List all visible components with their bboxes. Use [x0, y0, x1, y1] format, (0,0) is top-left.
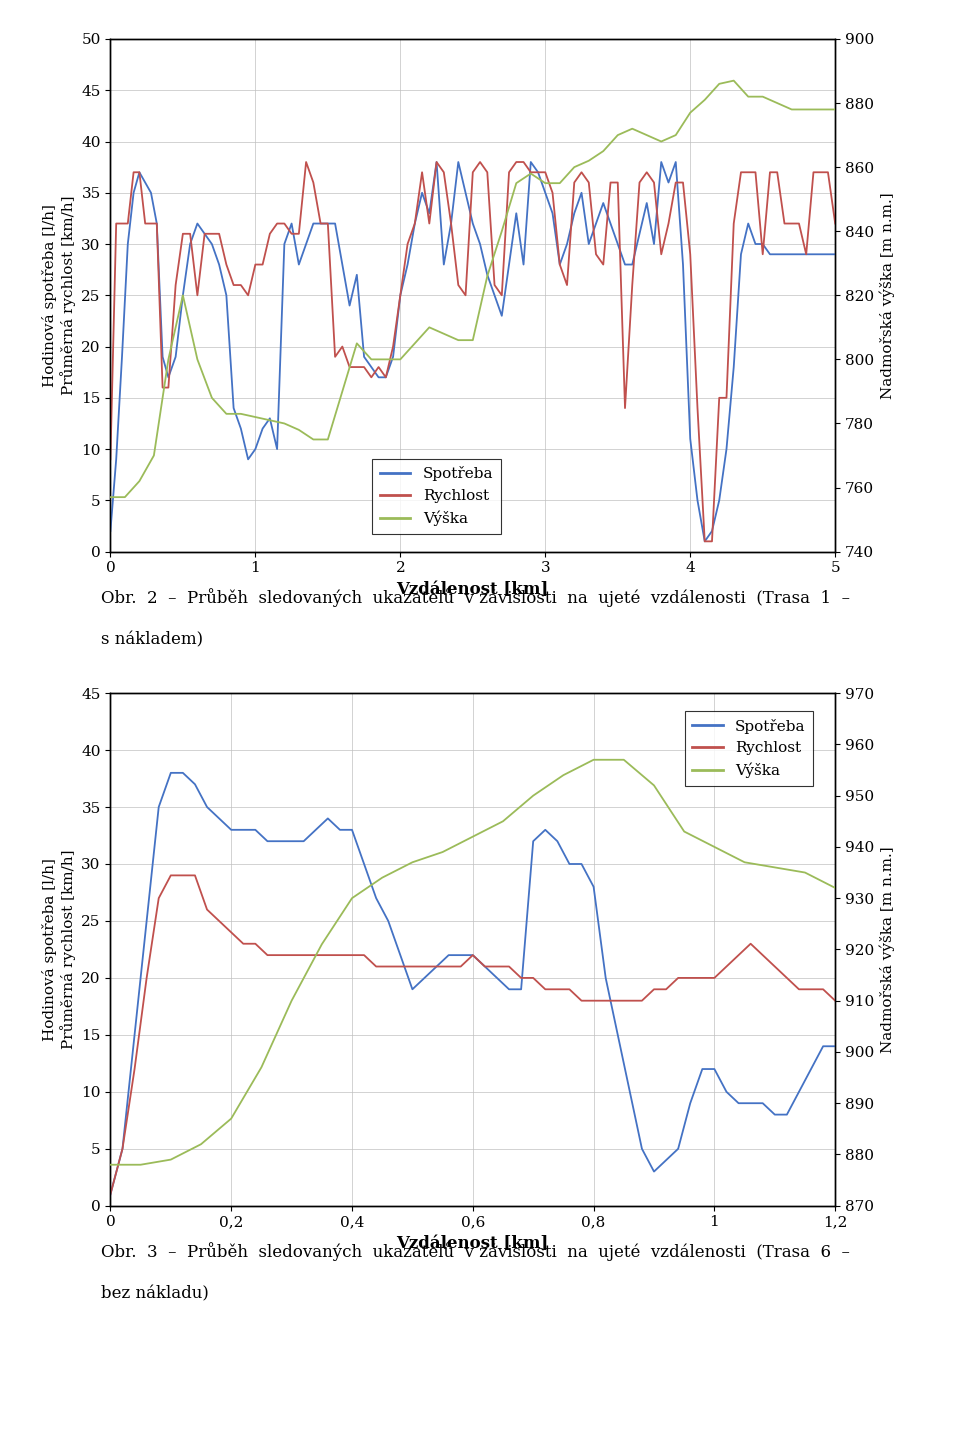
Y-axis label: Hodinová spotřeba [l/h]
Průměrná rychlost [km/h]: Hodinová spotřeba [l/h] Průměrná rychlos… [42, 849, 76, 1050]
Text: bez nákladu): bez nákladu) [101, 1285, 208, 1302]
X-axis label: Vzdálenost [km]: Vzdálenost [km] [396, 580, 549, 598]
Y-axis label: Nadmořská výška [m n.m.]: Nadmořská výška [m n.m.] [879, 192, 896, 399]
Legend: Spotřeba, Rychlost, Výška: Spotřeba, Rychlost, Výška [372, 459, 501, 534]
Y-axis label: Hodinová spotřeba [l/h]
Průměrná rychlost [km/h]: Hodinová spotřeba [l/h] Průměrná rychlos… [42, 195, 76, 396]
Y-axis label: Nadmořská výška [m n.m.]: Nadmořská výška [m n.m.] [879, 846, 896, 1053]
Text: Obr.  3  –  Průběh  sledovaných  ukazatelů  v závislosti  na  ujeté  vzdálenosti: Obr. 3 – Průběh sledovaných ukazatelů v … [101, 1242, 850, 1261]
Legend: Spotřeba, Rychlost, Výška: Spotřeba, Rychlost, Výška [684, 710, 813, 786]
X-axis label: Vzdálenost [km]: Vzdálenost [km] [396, 1235, 549, 1252]
Text: s nákladem): s nákladem) [101, 631, 203, 648]
Text: Obr.  2  –  Průběh  sledovaných  ukazatelů  v závislosti  na  ujeté  vzdálenosti: Obr. 2 – Průběh sledovaných ukazatelů v … [101, 588, 850, 606]
